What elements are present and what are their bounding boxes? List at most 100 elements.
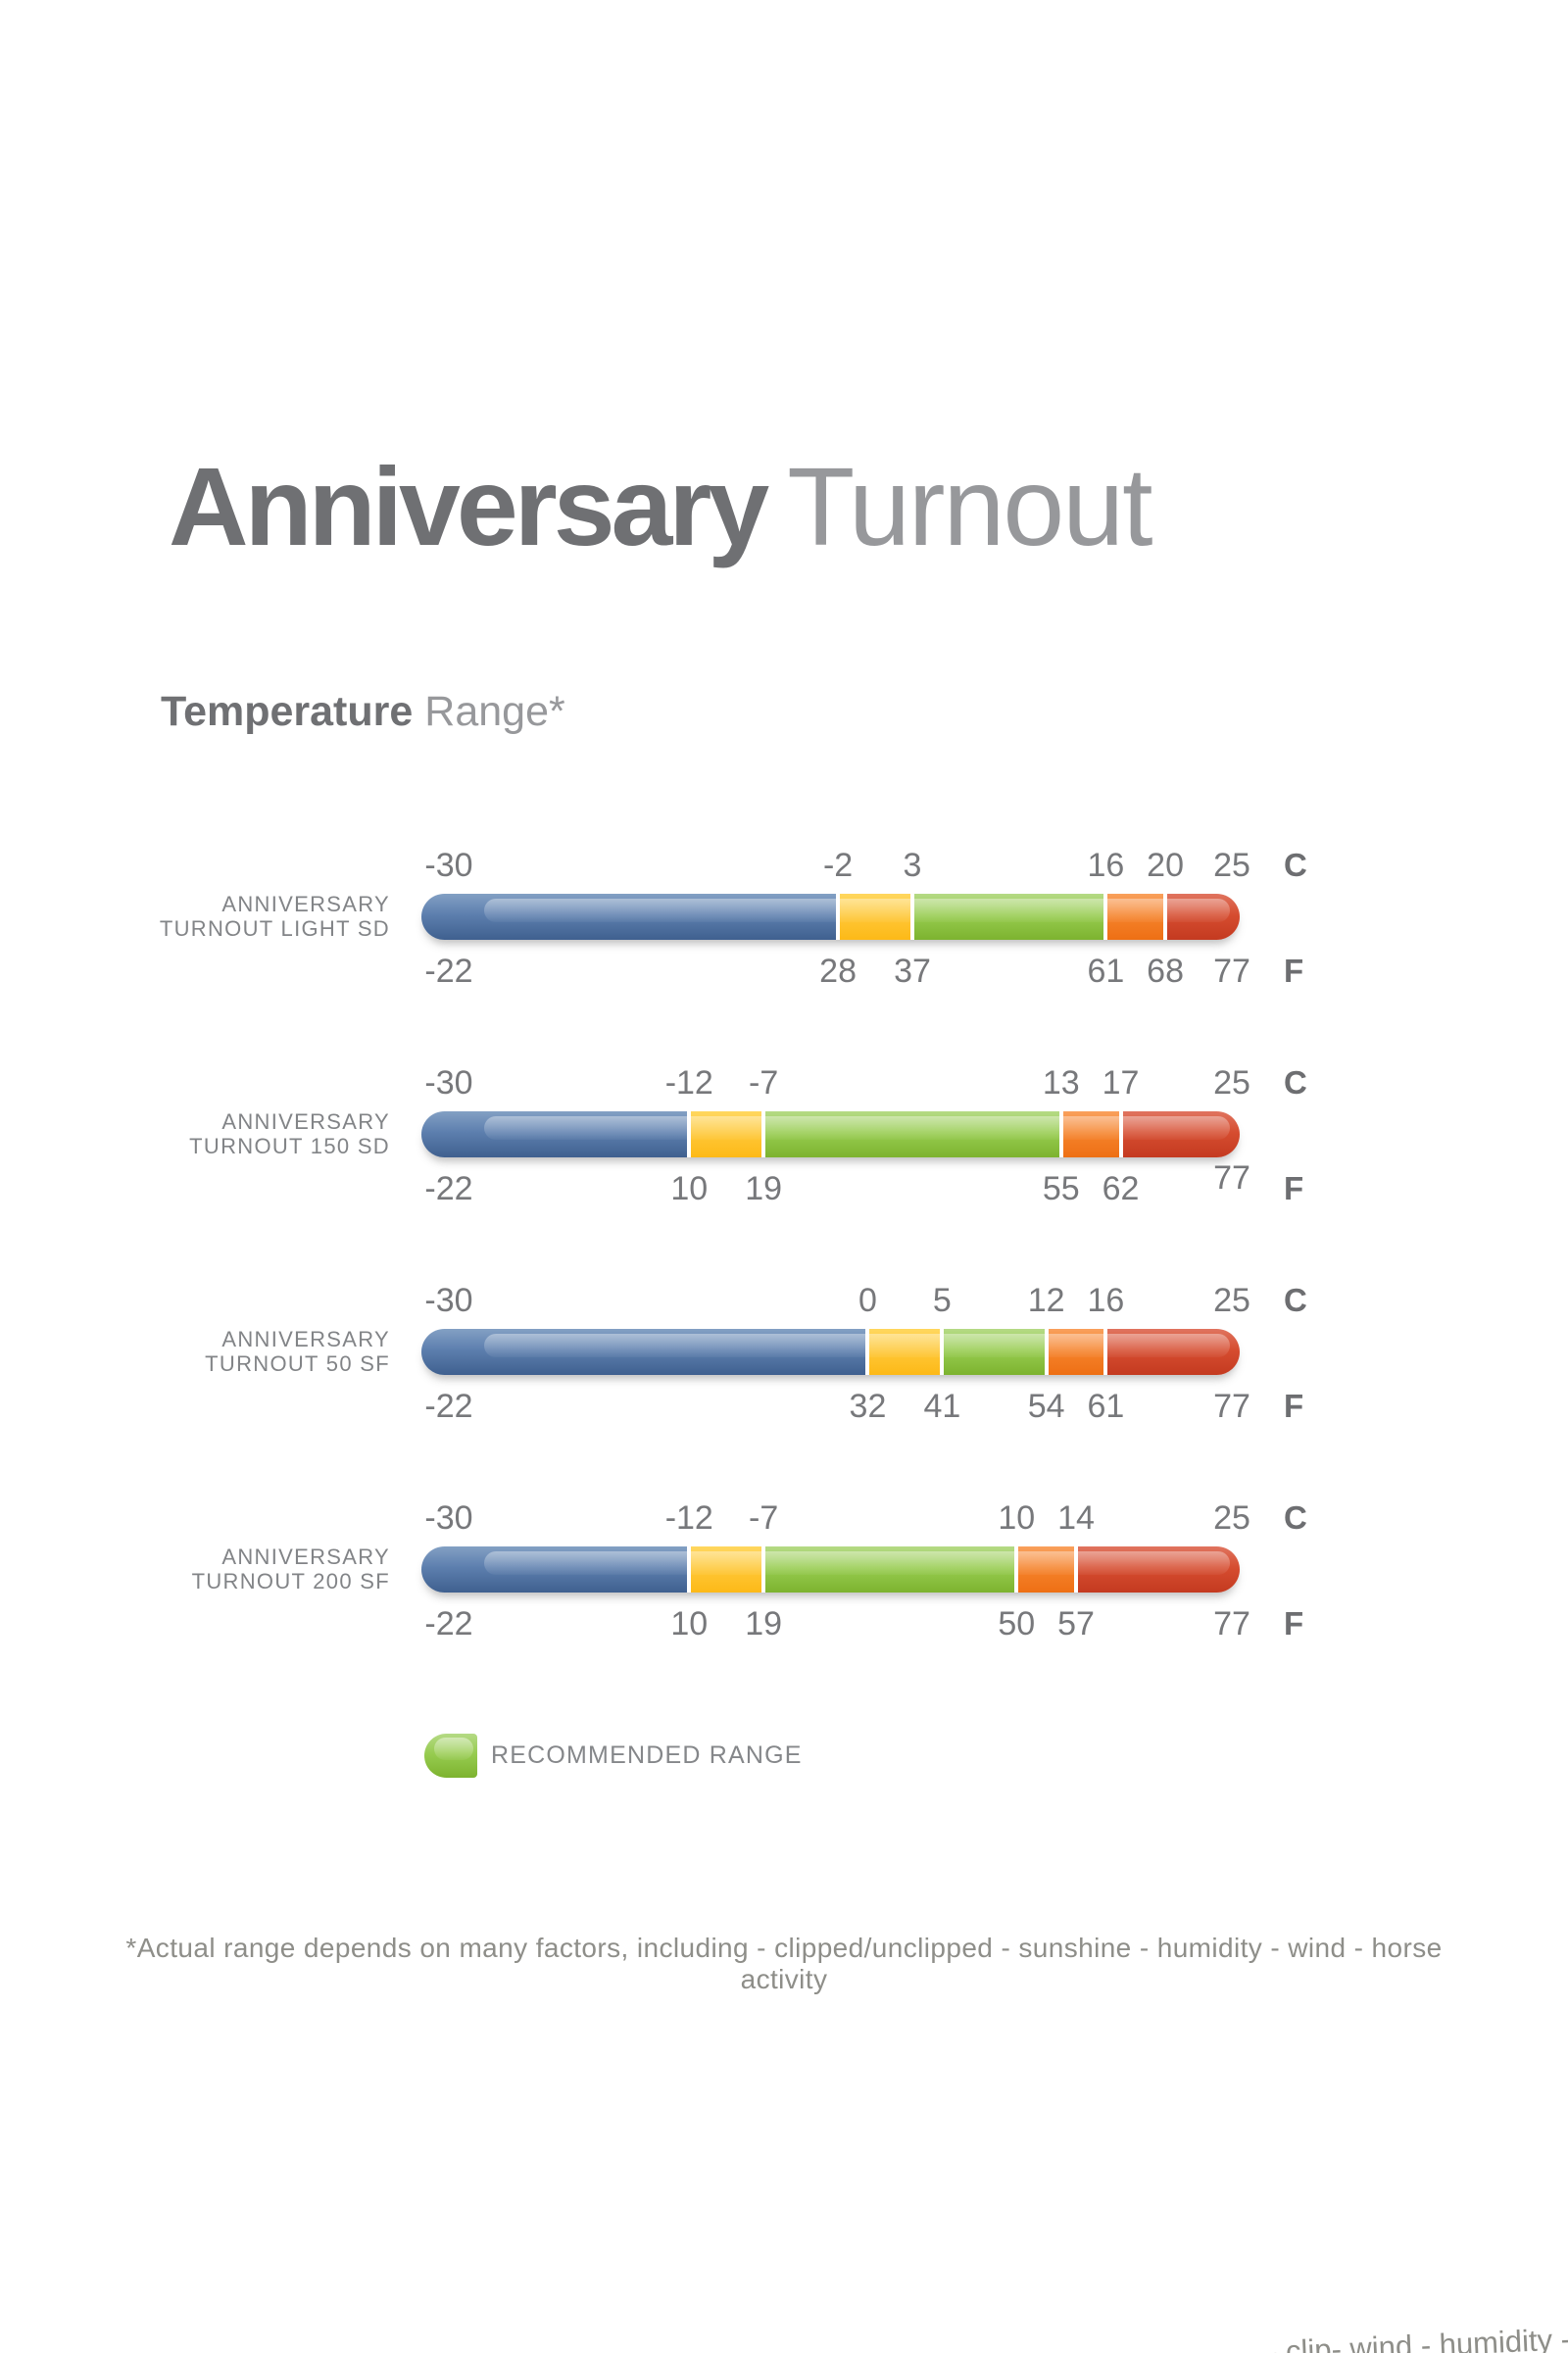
celsius-tick-label: 20 bbox=[1147, 847, 1184, 884]
bar-segment-yellow bbox=[840, 894, 910, 940]
fahrenheit-unit: F bbox=[1284, 1170, 1304, 1206]
fahrenheit-tick-label: 54 bbox=[1027, 1388, 1065, 1425]
celsius-tick-label: 5 bbox=[932, 1282, 952, 1319]
temperature-bar bbox=[421, 1546, 1240, 1593]
bar-segment-blue bbox=[421, 1111, 688, 1157]
celsius-tick-label: 17 bbox=[1102, 1064, 1140, 1102]
product-label: ANNIVERSARY TURNOUT 150 SD bbox=[0, 1109, 390, 1158]
celsius-tick-label: 25 bbox=[1213, 1499, 1250, 1537]
temperature-bar bbox=[421, 1111, 1240, 1157]
celsius-unit: C bbox=[1284, 1499, 1307, 1536]
celsius-tick-label: -30 bbox=[424, 1282, 473, 1319]
fahrenheit-unit: F bbox=[1284, 1388, 1304, 1424]
fahrenheit-tick-label: 37 bbox=[894, 953, 931, 990]
celsius-tick-label: -30 bbox=[424, 1499, 473, 1537]
recommended-range-swatch bbox=[424, 1734, 477, 1778]
product-label-line1: ANNIVERSARY bbox=[221, 1109, 390, 1134]
fahrenheit-tick-label: 28 bbox=[819, 953, 857, 990]
celsius-tick-label: 16 bbox=[1087, 1282, 1125, 1319]
product-label-line1: ANNIVERSARY bbox=[221, 1327, 390, 1351]
fahrenheit-tick-label: 55 bbox=[1042, 1170, 1080, 1207]
bar-segment-blue bbox=[421, 894, 837, 940]
celsius-tick-label: 16 bbox=[1087, 847, 1125, 884]
temperature-bar bbox=[421, 1329, 1240, 1375]
bar-segment-green-recommended bbox=[765, 1111, 1059, 1157]
celsius-scale: -30 -2 3 16 20 25 bbox=[0, 845, 1568, 886]
celsius-tick-label: 10 bbox=[998, 1499, 1036, 1537]
fahrenheit-tick-label: 62 bbox=[1102, 1170, 1140, 1207]
bar-segment-green-recommended bbox=[944, 1329, 1045, 1375]
celsius-tick-label: 25 bbox=[1213, 847, 1250, 884]
celsius-tick-label: -12 bbox=[664, 1499, 713, 1537]
product-label-line2: TURNOUT LIGHT SD bbox=[159, 916, 390, 941]
product-label: ANNIVERSARY TURNOUT 50 SF bbox=[0, 1327, 390, 1376]
product-label-line1: ANNIVERSARY bbox=[221, 892, 390, 916]
bar-segment-orange bbox=[1048, 1329, 1104, 1375]
bar-segment-red bbox=[1122, 1111, 1240, 1157]
fahrenheit-tick-label: 10 bbox=[670, 1605, 709, 1642]
celsius-tick-label: 0 bbox=[858, 1282, 877, 1319]
celsius-tick-label: 13 bbox=[1042, 1064, 1080, 1102]
product-label-line2: TURNOUT 150 SD bbox=[189, 1134, 390, 1158]
fahrenheit-tick-label: -22 bbox=[424, 953, 473, 990]
fahrenheit-scale: -22 28 37 61 68 77 bbox=[0, 951, 1568, 992]
celsius-tick-label: 3 bbox=[903, 847, 922, 884]
fahrenheit-tick-label: 10 bbox=[670, 1170, 709, 1207]
fahrenheit-tick-label: 77 bbox=[1213, 1605, 1250, 1642]
product-label: ANNIVERSARY TURNOUT LIGHT SD bbox=[0, 892, 390, 941]
fahrenheit-tick-label: 61 bbox=[1087, 1388, 1125, 1425]
bar-segment-green-recommended bbox=[914, 894, 1104, 940]
fahrenheit-tick-label: -22 bbox=[424, 1170, 473, 1207]
title-light: Turnout bbox=[787, 445, 1152, 568]
celsius-unit: C bbox=[1284, 1282, 1307, 1318]
bar-segment-orange bbox=[1107, 894, 1164, 940]
legend-label: RECOMMENDED RANGE bbox=[491, 1741, 803, 1769]
celsius-tick-label: 14 bbox=[1057, 1499, 1095, 1537]
fahrenheit-scale: -22 32 41 54 61 77 bbox=[0, 1386, 1568, 1427]
fahrenheit-unit: F bbox=[1284, 953, 1304, 989]
celsius-tick-label: -7 bbox=[749, 1064, 779, 1102]
temperature-bar bbox=[421, 894, 1240, 940]
fahrenheit-tick-label: -22 bbox=[424, 1605, 473, 1642]
celsius-tick-label: 12 bbox=[1027, 1282, 1065, 1319]
footnote: *Actual range depends on many factors, i… bbox=[125, 1933, 1443, 1994]
fahrenheit-tick-label: 77 bbox=[1213, 953, 1250, 990]
product-label-line1: ANNIVERSARY bbox=[221, 1544, 390, 1569]
celsius-tick-label: -2 bbox=[822, 847, 854, 884]
fahrenheit-scale: -22 10 19 50 57 77 bbox=[0, 1603, 1568, 1644]
product-row-turnout-light-sd: ANNIVERSARY TURNOUT LIGHT SD -30 -2 3 16 20 25… bbox=[0, 841, 1568, 1003]
fahrenheit-tick-label: 68 bbox=[1147, 953, 1184, 990]
celsius-tick-label: -30 bbox=[424, 1064, 473, 1102]
chart-title-bold: Temperature bbox=[161, 688, 414, 735]
fahrenheit-tick-label: 19 bbox=[745, 1170, 783, 1207]
product-label: ANNIVERSARY TURNOUT 200 SF bbox=[0, 1544, 390, 1593]
bar-segment-yellow bbox=[691, 1546, 762, 1593]
fahrenheit-tick-label: 77 bbox=[1213, 1388, 1250, 1425]
bar-segment-yellow bbox=[869, 1329, 941, 1375]
celsius-tick-label: -30 bbox=[424, 847, 473, 884]
fahrenheit-tick-label: 41 bbox=[923, 1388, 961, 1425]
celsius-scale: -30 -12 -7 13 17 25 bbox=[0, 1062, 1568, 1103]
celsius-unit: C bbox=[1284, 847, 1307, 883]
bar-segment-yellow bbox=[691, 1111, 762, 1157]
fahrenheit-tick-label: 57 bbox=[1057, 1605, 1095, 1642]
celsius-tick-label: 25 bbox=[1213, 1064, 1250, 1102]
page-title: Anniversary Turnout bbox=[169, 433, 1152, 580]
celsius-tick-label: -7 bbox=[749, 1499, 779, 1537]
bar-segment-green-recommended bbox=[765, 1546, 1015, 1593]
bar-segment-red bbox=[1078, 1546, 1240, 1593]
chart-title-light: Range* bbox=[424, 688, 565, 735]
fahrenheit-scale: -22 10 19 55 62 77 bbox=[0, 1159, 1568, 1209]
celsius-scale: -30 -12 -7 10 14 25 bbox=[0, 1497, 1568, 1539]
product-label-line2: TURNOUT 50 SF bbox=[205, 1351, 390, 1376]
product-label-line2: TURNOUT 200 SF bbox=[191, 1569, 390, 1593]
legend: RECOMMENDED RANGE bbox=[424, 1734, 803, 1778]
bottom-text-fragment: - clip- wind - humidity - bbox=[1266, 2322, 1568, 2353]
fahrenheit-tick-label: 50 bbox=[998, 1605, 1036, 1642]
chart-title: Temperature Range* bbox=[161, 686, 565, 737]
fahrenheit-tick-label: 19 bbox=[745, 1605, 783, 1642]
product-row-turnout-50-sf: ANNIVERSARY TURNOUT 50 SF -30 0 5 12 16 25 C -… bbox=[0, 1276, 1568, 1438]
bar-segment-blue bbox=[421, 1546, 688, 1593]
product-row-turnout-150-sd: ANNIVERSARY TURNOUT 150 SD -30 -12 -7 13 17 25… bbox=[0, 1058, 1568, 1220]
bar-segment-red bbox=[1107, 1329, 1240, 1375]
